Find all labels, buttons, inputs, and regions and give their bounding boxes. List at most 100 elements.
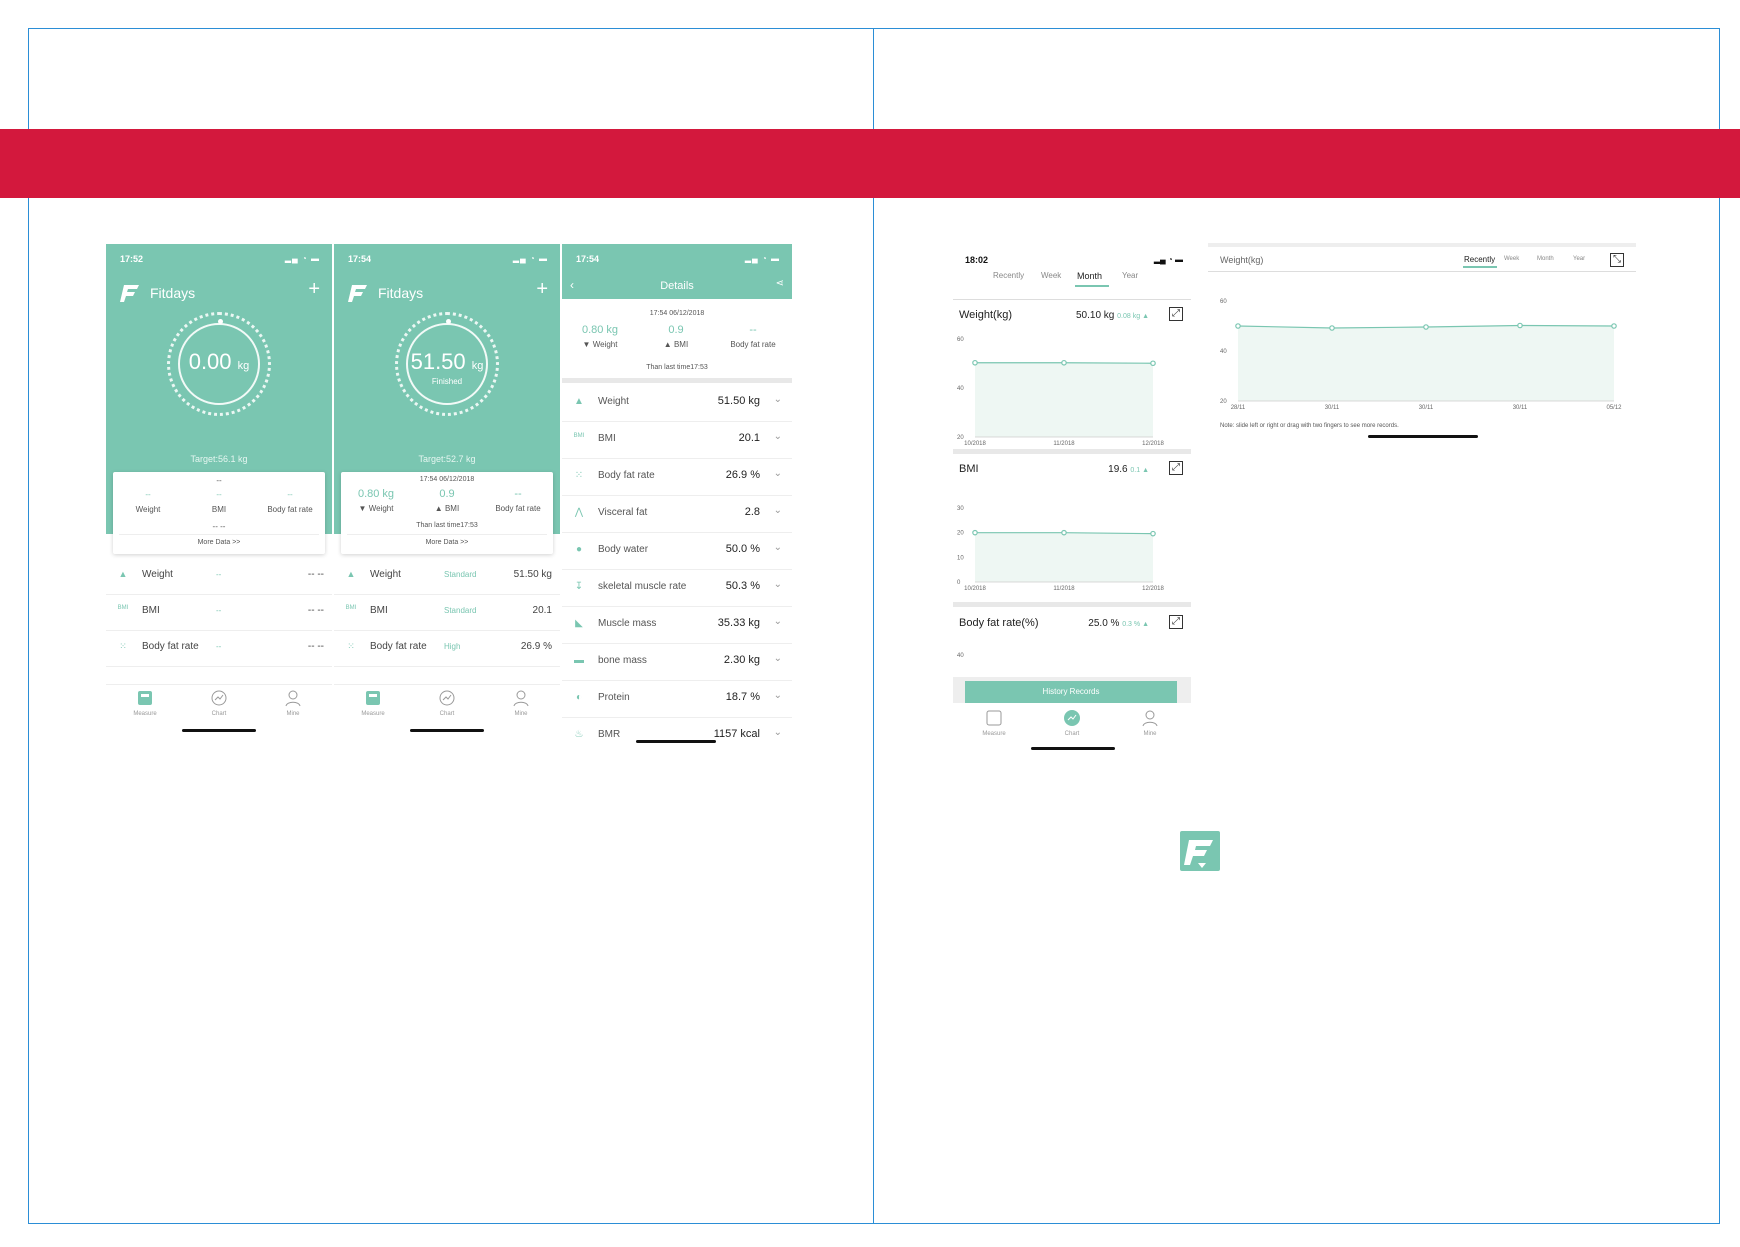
list-item[interactable]: ⁙ Body fat rate High 26.9 % — [334, 630, 560, 667]
collapse-icon[interactable]: ⤡ — [1610, 253, 1624, 267]
add-button[interactable]: + — [308, 278, 320, 300]
tab-chart[interactable]: Chart — [1047, 709, 1097, 737]
target-label: Target:56.1 kg — [190, 454, 248, 464]
tab-recently[interactable]: Recently — [1464, 255, 1496, 264]
detail-row[interactable]: ▲ Weight 51.50 kg ⌄ — [562, 384, 792, 422]
chevron-down-icon[interactable]: ⌄ — [773, 394, 782, 405]
chevron-down-icon[interactable]: ⌄ — [773, 690, 782, 701]
detail-row[interactable]: ⋀ Visceral fat 2.8 ⌄ — [562, 495, 792, 533]
row-status: Standard — [444, 570, 477, 579]
expand-icon[interactable]: ⤢ — [1169, 307, 1183, 321]
bone-mass-icon: ▬ — [574, 655, 584, 666]
detail-row[interactable]: ↧ skeletal muscle rate 50.3 % ⌄ — [562, 569, 792, 607]
list-item[interactable]: ▲ Weight -- -- -- — [106, 558, 332, 595]
back-icon[interactable]: ‹ — [570, 278, 574, 292]
tab-mine[interactable]: Mine — [268, 689, 318, 717]
detail-label: skeletal muscle rate — [598, 581, 687, 592]
detail-row[interactable]: ▬ bone mass 2.30 kg ⌄ — [562, 643, 792, 681]
weight-dial: 0.00 kg — [167, 312, 271, 416]
row-label: BMI — [370, 605, 388, 616]
chevron-down-icon[interactable]: ⌄ — [773, 505, 782, 516]
tab-bar: Measure Chart Mine — [953, 705, 1191, 749]
y-tick-label: 10 — [957, 555, 964, 561]
app-brand: Fitdays — [120, 282, 195, 304]
list-item[interactable]: ⁙ Body fat rate -- -- -- — [106, 630, 332, 667]
card-bodyfat-val: -- — [514, 488, 522, 500]
tab-month[interactable]: Month — [1077, 271, 1103, 281]
weight-icon: ▲ — [346, 569, 356, 579]
tab-chart[interactable]: Chart — [422, 689, 472, 717]
x-tick-label: 11/2018 — [1053, 586, 1075, 592]
x-tick-label: 10/2018 — [964, 586, 986, 592]
data-point — [1423, 324, 1429, 330]
data-point — [1611, 323, 1617, 329]
detail-row[interactable]: ◐ Protein 18.7 % ⌄ — [562, 680, 792, 718]
tab-measure[interactable]: Measure — [120, 689, 170, 717]
expand-icon[interactable]: ⤢ — [1169, 461, 1183, 475]
tab-recently[interactable]: Recently — [993, 271, 1025, 280]
chevron-down-icon[interactable]: ⌄ — [773, 653, 782, 664]
body-fat-icon: ⁙ — [574, 470, 584, 481]
data-point — [1235, 323, 1241, 329]
more-data-link[interactable]: More Data >> — [197, 539, 241, 546]
chevron-down-icon[interactable]: ⌄ — [773, 579, 782, 590]
home-indicator — [1031, 747, 1115, 750]
screen-measure-empty: 17:52 ▂▄ ◔ ▬ Fitdays + 0.00 kg Target:56… — [106, 244, 332, 738]
row-value: -- -- — [307, 605, 324, 616]
list-item[interactable]: BMI BMI Standard 20.1 — [334, 594, 560, 631]
tab-measure[interactable]: Measure — [348, 689, 398, 717]
than-last-time: Than last time17:53 — [646, 364, 708, 371]
app-name: Fitdays — [378, 285, 424, 301]
section-delta: 0.08 kg ▲ — [1117, 313, 1149, 320]
tab-mine[interactable]: Mine — [1125, 709, 1175, 737]
share-icon[interactable]: ⋖ — [775, 278, 784, 289]
chevron-down-icon[interactable]: ⌄ — [773, 542, 782, 553]
card-date: 17:54 06/12/2018 — [419, 476, 475, 483]
section-title: BMI — [959, 463, 979, 475]
list-item[interactable]: BMI BMI -- -- -- — [106, 594, 332, 631]
list-item[interactable]: ▲ Weight Standard 51.50 kg — [334, 558, 560, 595]
tab-year[interactable]: Year — [1573, 256, 1586, 262]
detail-row[interactable]: ● Body water 50.0 % ⌄ — [562, 532, 792, 570]
body-fat-icon: ⁙ — [347, 641, 355, 651]
tab-month[interactable]: Month — [1537, 256, 1554, 262]
add-button[interactable]: + — [536, 278, 548, 300]
row-label: BMI — [142, 605, 160, 616]
card-weight-label: Weight — [135, 505, 161, 514]
page-frame — [28, 28, 1720, 1224]
weight-section: Weight(kg) 50.10 kg 0.08 kg ▲ ⤢ — [953, 301, 1191, 401]
card-bodyfat-label: Body fat rate — [267, 505, 313, 514]
tab-year[interactable]: Year — [1122, 271, 1139, 280]
tab-label: Chart — [439, 711, 455, 717]
detail-row[interactable]: ⁙ Body fat rate 26.9 % ⌄ — [562, 458, 792, 496]
chevron-down-icon[interactable]: ⌄ — [773, 616, 782, 627]
row-value: 20.1 — [532, 605, 552, 616]
signal-icon: ▂▄ ◔ ▬ — [284, 254, 320, 263]
tab-measure[interactable]: Measure — [969, 709, 1019, 737]
summary-card: -- -- Weight -- BMI -- Body fat rate -- -- … — [113, 472, 325, 554]
chevron-down-icon[interactable]: ⌄ — [773, 727, 782, 738]
expand-icon[interactable]: ⤢ — [1169, 615, 1183, 629]
user-icon — [285, 690, 301, 707]
tab-mine[interactable]: Mine — [496, 689, 546, 717]
tab-week[interactable]: Week — [1504, 256, 1520, 262]
tab-week[interactable]: Week — [1041, 271, 1062, 280]
tab-bar: Measure Chart Mine — [334, 684, 560, 729]
header-area — [562, 244, 792, 299]
data-point — [1061, 359, 1067, 366]
chevron-down-icon[interactable]: ⌄ — [773, 431, 782, 442]
status-time: 17:54 — [348, 254, 372, 264]
weight-icon: ▲ — [118, 569, 128, 579]
card-bmi-label: BMI — [211, 505, 227, 514]
detail-row[interactable]: ◣ Muscle mass 35.33 kg ⌄ — [562, 606, 792, 644]
tab-chart[interactable]: Chart — [194, 689, 244, 717]
detail-row[interactable]: BMI BMI 20.1 ⌄ — [562, 421, 792, 459]
history-records-button[interactable]: History Records — [965, 681, 1177, 703]
more-data-link[interactable]: More Data >> — [425, 539, 469, 546]
weight-recent-chart: 60 40 20 28/11 30/11 30/11 30/11 05/12 — [1220, 299, 1622, 411]
detail-row[interactable]: ♨ BMR 1157 kcal ⌄ — [562, 717, 792, 754]
tab-label: Mine — [286, 711, 300, 717]
chevron-down-icon[interactable]: ⌄ — [773, 468, 782, 479]
bmr-icon: ♨ — [574, 729, 584, 740]
